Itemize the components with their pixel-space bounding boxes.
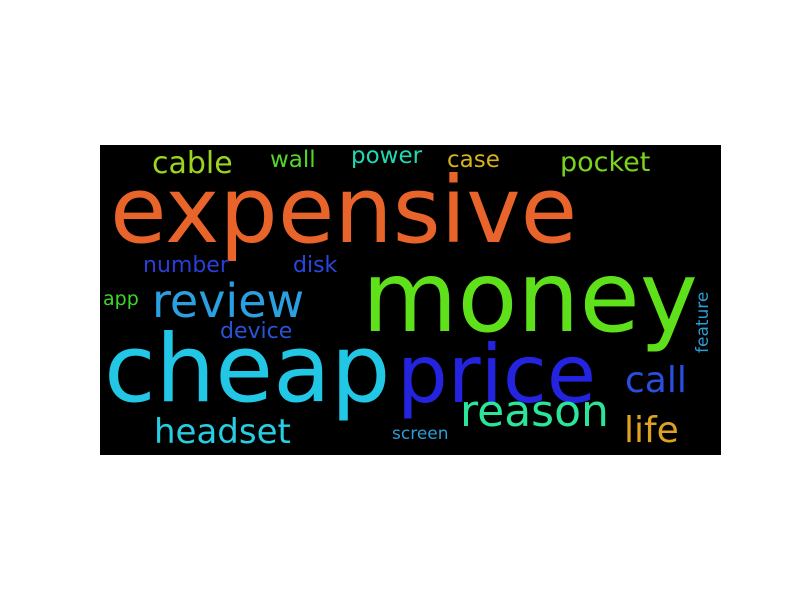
word-headset: headset	[154, 412, 291, 452]
word-number: number	[143, 253, 229, 278]
word-money: money	[362, 241, 698, 355]
word-pocket: pocket	[560, 147, 651, 178]
word-cheap: cheap	[104, 315, 391, 424]
word-screen: screen	[392, 424, 449, 444]
word-reason: reason	[460, 386, 609, 437]
word-cloud: expensive money cheap price review reaso…	[100, 145, 721, 455]
word-device: device	[220, 319, 293, 344]
word-review: review	[152, 274, 305, 328]
word-call: call	[625, 360, 687, 401]
word-feature: feature	[693, 291, 713, 353]
word-cable: cable	[152, 146, 233, 181]
word-price: price	[397, 328, 597, 421]
word-case: case	[447, 147, 500, 173]
word-power: power	[351, 145, 423, 169]
word-disk: disk	[293, 253, 338, 278]
word-wall: wall	[270, 147, 316, 173]
word-life: life	[624, 410, 679, 451]
word-expensive: expensive	[110, 157, 578, 264]
word-app: app	[103, 288, 139, 310]
